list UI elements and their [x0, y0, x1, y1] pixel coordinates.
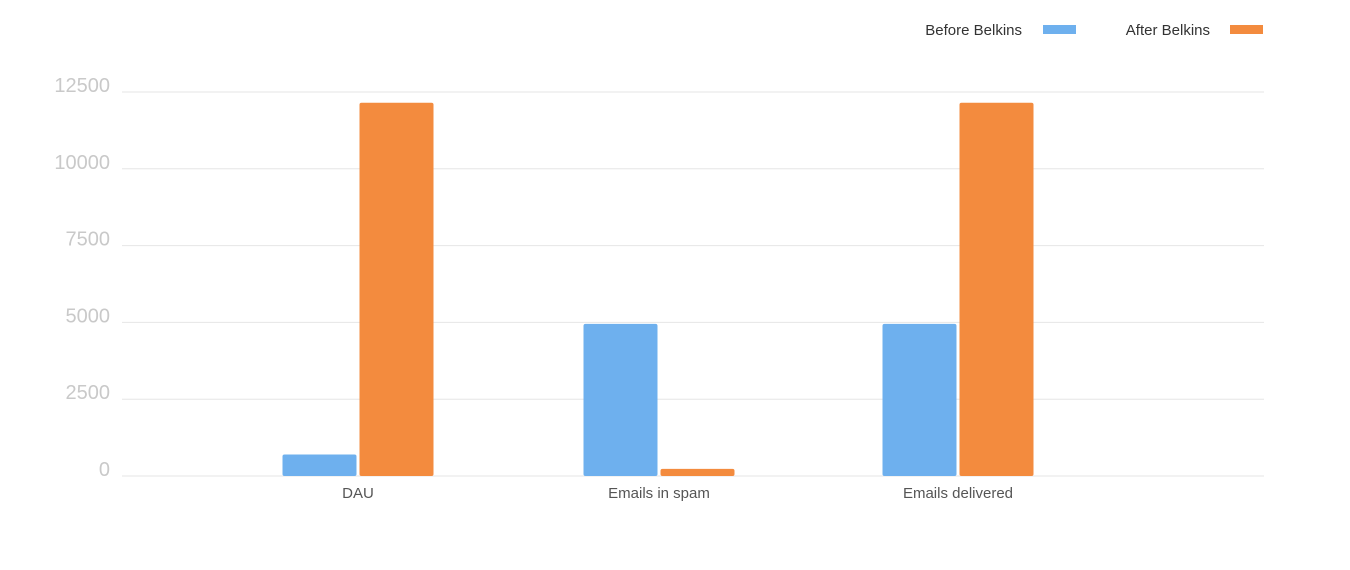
x-category-label: Emails in spam: [608, 485, 710, 502]
y-tick-label: 12500: [54, 75, 110, 97]
bar-after-2: [959, 102, 1034, 476]
bar-before-1: [583, 323, 658, 476]
y-tick-label: 5000: [66, 305, 111, 327]
legend-label: Before Belkins: [925, 22, 1022, 39]
y-tick-label: 7500: [66, 229, 111, 251]
bars: [282, 102, 1034, 476]
legend-swatch: [1230, 25, 1263, 34]
bar-after-0: [359, 102, 434, 476]
bar-before-2: [882, 323, 957, 476]
y-tick-label: 0: [99, 459, 110, 481]
y-tick-label: 10000: [54, 152, 110, 174]
bar-before-0: [282, 454, 357, 476]
legend-swatch: [1043, 25, 1076, 34]
y-tick-label: 2500: [66, 382, 111, 404]
bar-after-1: [660, 468, 735, 476]
x-axis-labels: DAU Emails in spam Emails delivered: [342, 485, 1013, 502]
x-category-label: Emails delivered: [903, 485, 1013, 502]
y-axis-ticks: 0 2500 5000 7500 10000 12500: [54, 75, 110, 481]
x-category-label: DAU: [342, 485, 374, 502]
grid: [122, 91, 1264, 477]
legend: Before Belkins After Belkins: [925, 22, 1263, 39]
legend-label: After Belkins: [1126, 22, 1210, 39]
